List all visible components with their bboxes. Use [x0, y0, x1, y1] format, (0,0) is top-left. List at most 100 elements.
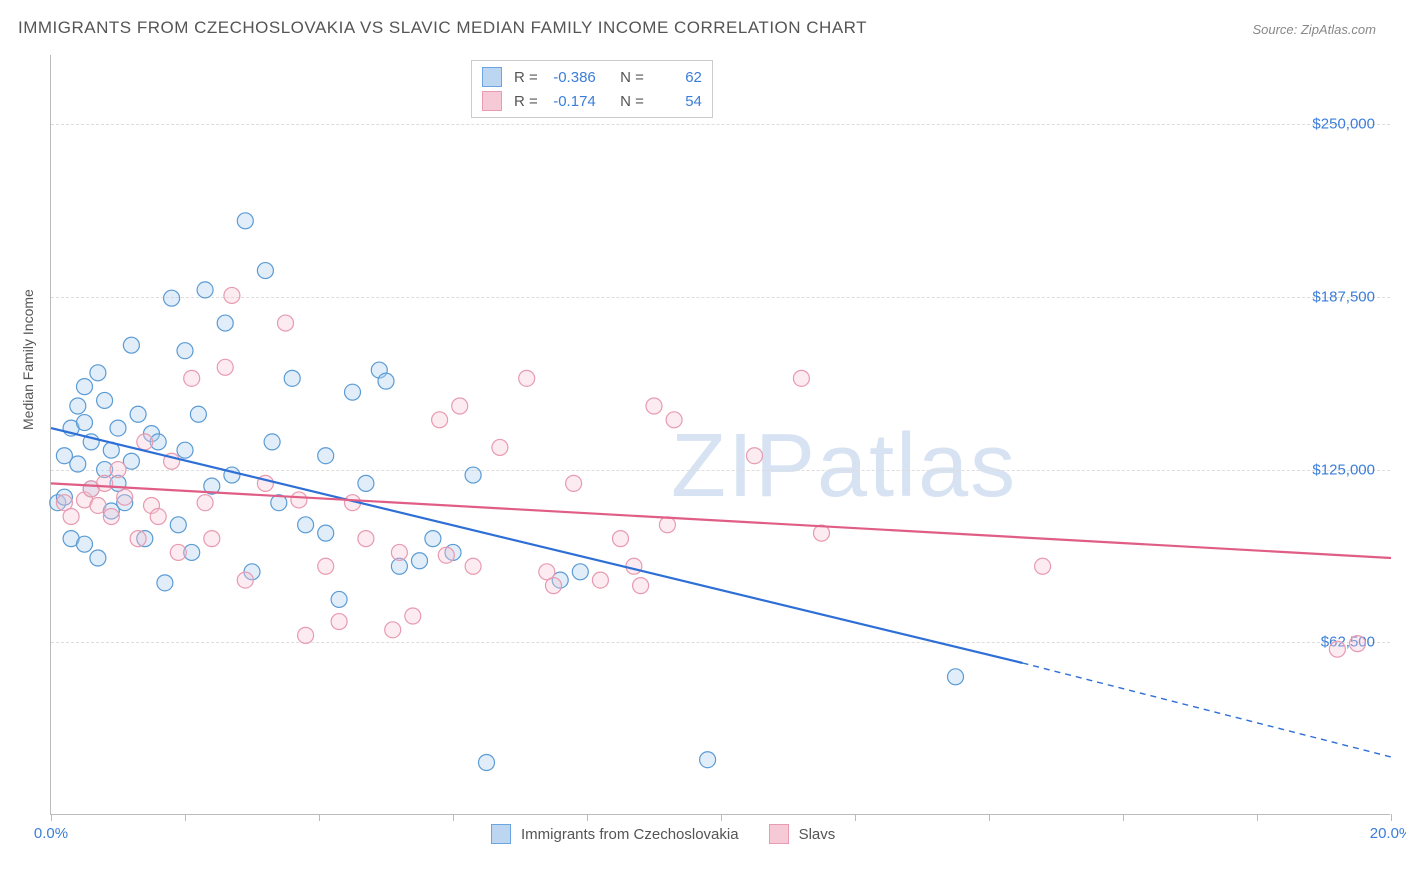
scatter-point	[298, 627, 314, 643]
scatter-point	[391, 544, 407, 560]
scatter-point	[425, 531, 441, 547]
trend-line	[51, 483, 1391, 558]
scatter-point	[793, 370, 809, 386]
x-tick	[1391, 814, 1392, 821]
r-label: R =	[514, 93, 538, 110]
x-tick	[453, 814, 454, 821]
scatter-point	[284, 370, 300, 386]
scatter-point	[204, 531, 220, 547]
scatter-point	[70, 398, 86, 414]
scatter-point	[90, 550, 106, 566]
source-attribution: Source: ZipAtlas.com	[1252, 22, 1376, 37]
bottom-legend: Immigrants from Czechoslovakia Slavs	[491, 824, 835, 844]
stats-row-series1: R = -0.386 N = 62	[482, 65, 702, 89]
x-tick	[1257, 814, 1258, 821]
legend-label-series2: Slavs	[799, 826, 836, 843]
scatter-point	[492, 439, 508, 455]
scatter-point	[592, 572, 608, 588]
scatter-point	[633, 578, 649, 594]
x-tick	[989, 814, 990, 821]
scatter-point	[130, 406, 146, 422]
scatter-point	[157, 575, 173, 591]
scatter-point	[63, 509, 79, 525]
scatter-point	[190, 406, 206, 422]
scatter-svg	[51, 55, 1390, 814]
scatter-point	[217, 315, 233, 331]
scatter-point	[378, 373, 394, 389]
scatter-point	[123, 337, 139, 353]
scatter-point	[77, 536, 93, 552]
scatter-point	[626, 558, 642, 574]
scatter-point	[318, 525, 334, 541]
scatter-point	[170, 544, 186, 560]
x-tick	[587, 814, 588, 821]
x-tick	[721, 814, 722, 821]
legend-label-series1: Immigrants from Czechoslovakia	[521, 826, 739, 843]
legend-item-series1: Immigrants from Czechoslovakia	[491, 824, 739, 844]
scatter-point	[150, 509, 166, 525]
scatter-point	[264, 434, 280, 450]
scatter-point	[318, 558, 334, 574]
scatter-point	[110, 462, 126, 478]
scatter-point	[358, 531, 374, 547]
scatter-point	[1329, 641, 1345, 657]
scatter-point	[170, 517, 186, 533]
x-tick-label: 20.0%	[1370, 825, 1406, 842]
x-tick	[319, 814, 320, 821]
scatter-point	[177, 343, 193, 359]
scatter-point	[479, 754, 495, 770]
scatter-point	[97, 475, 113, 491]
scatter-point	[177, 442, 193, 458]
scatter-point	[278, 315, 294, 331]
x-tick	[185, 814, 186, 821]
scatter-point	[438, 547, 454, 563]
scatter-point	[465, 467, 481, 483]
scatter-point	[948, 669, 964, 685]
plot-area: ZIPatlas $62,500$125,000$187,500$250,000…	[50, 55, 1390, 815]
scatter-point	[452, 398, 468, 414]
scatter-point	[257, 263, 273, 279]
scatter-point	[646, 398, 662, 414]
x-tick	[51, 814, 52, 821]
scatter-point	[197, 495, 213, 511]
scatter-point	[659, 517, 675, 533]
scatter-point	[566, 475, 582, 491]
scatter-point	[298, 517, 314, 533]
scatter-point	[70, 456, 86, 472]
scatter-point	[318, 448, 334, 464]
scatter-point	[546, 578, 562, 594]
scatter-point	[700, 752, 716, 768]
scatter-point	[572, 564, 588, 580]
scatter-point	[291, 492, 307, 508]
scatter-point	[77, 415, 93, 431]
scatter-point	[197, 282, 213, 298]
legend-item-series2: Slavs	[769, 824, 836, 844]
stats-legend-box: R = -0.386 N = 62 R = -0.174 N = 54	[471, 60, 713, 118]
r-value-series1: -0.386	[546, 69, 596, 86]
y-axis-label: Median Family Income	[20, 289, 36, 430]
scatter-point	[237, 572, 253, 588]
scatter-point	[90, 365, 106, 381]
n-label: N =	[620, 93, 644, 110]
x-tick	[855, 814, 856, 821]
scatter-point	[345, 384, 361, 400]
scatter-point	[432, 412, 448, 428]
n-value-series1: 62	[652, 69, 702, 86]
n-label: N =	[620, 69, 644, 86]
x-tick	[1123, 814, 1124, 821]
scatter-point	[331, 591, 347, 607]
r-value-series2: -0.174	[546, 93, 596, 110]
scatter-point	[77, 379, 93, 395]
scatter-point	[1350, 636, 1366, 652]
legend-swatch-bottom-series2	[769, 824, 789, 844]
scatter-point	[224, 287, 240, 303]
chart-title: IMMIGRANTS FROM CZECHOSLOVAKIA VS SLAVIC…	[18, 18, 867, 38]
source-name: ZipAtlas.com	[1301, 22, 1376, 37]
scatter-point	[110, 420, 126, 436]
scatter-point	[164, 290, 180, 306]
source-prefix: Source:	[1252, 22, 1300, 37]
scatter-point	[331, 614, 347, 630]
x-tick-label: 0.0%	[34, 825, 68, 842]
scatter-point	[613, 531, 629, 547]
scatter-point	[237, 213, 253, 229]
